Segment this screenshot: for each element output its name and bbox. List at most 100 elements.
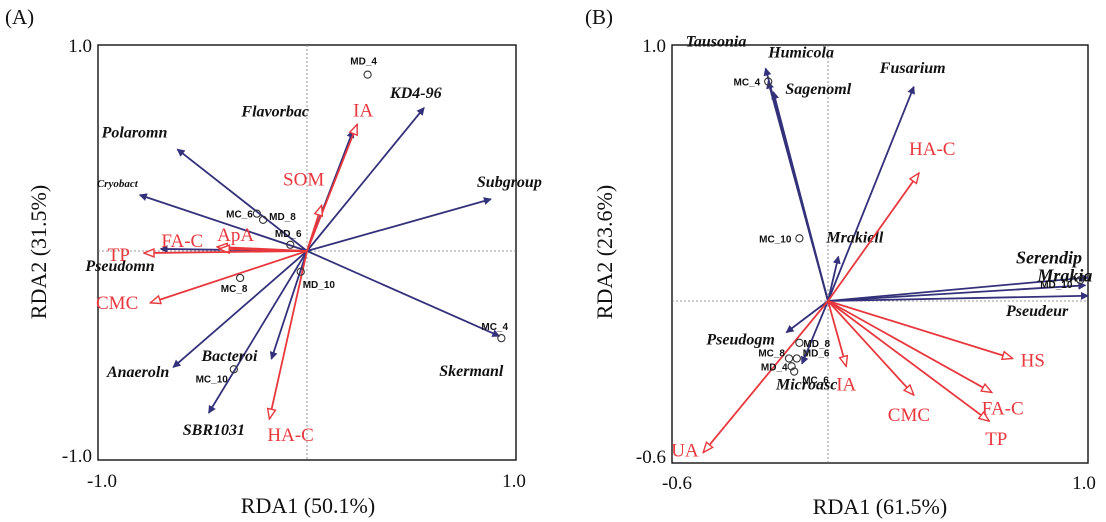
species-arrow <box>827 85 915 302</box>
panel-b-y-axis-title: RDA2 (23.6%) <box>592 185 617 319</box>
species-label: Microasc <box>775 377 837 394</box>
species-label: SBR1031 <box>183 422 245 439</box>
species-arrow <box>827 274 1089 302</box>
species-label: KD4-96 <box>389 85 442 102</box>
env-vector-label: TP <box>985 429 1007 450</box>
env-vector-label: IA <box>353 100 373 121</box>
env-vector-arrow <box>306 124 358 252</box>
species-label: Subgroup <box>477 174 542 191</box>
env-vector-label: SOM <box>283 169 324 190</box>
env-vector-arrow <box>827 300 914 395</box>
sample-label: MC_6 <box>226 210 253 221</box>
panel-b-marks: Tausonia Humicola Sagenoml Fusarium Mrakiell… <box>671 33 1092 463</box>
sample-label: MC_10 <box>196 374 229 385</box>
env-vector-arrow <box>269 250 308 419</box>
chart-marks: Polaromn Cryobact Pseudomn Anaeroln SBR1031 B… <box>84 33 1092 463</box>
species-arrow <box>785 300 829 334</box>
env-vector-arrow <box>827 300 989 421</box>
species-label: Anaeroln <box>106 364 169 381</box>
sample-label: MC_8 <box>221 284 248 295</box>
sample-point <box>252 209 261 218</box>
species-arrow <box>306 197 492 252</box>
sample-label: MC_4 <box>481 322 508 333</box>
env-vector-label: FA-C <box>982 398 1024 419</box>
panel-b-ytick-bottom: -0.6 <box>636 447 666 468</box>
env-vector-label: CMC <box>888 405 930 426</box>
env-vector-label: HA-C <box>909 139 955 160</box>
species-label: Skermanl <box>439 363 504 380</box>
panel-a-y-axis-title: RDA2 (31.5%) <box>26 185 51 319</box>
species-arrow <box>172 250 308 368</box>
panel-b-x-axis-title: RDA1 (61.5%) <box>813 494 947 519</box>
species-arrow <box>827 281 1087 302</box>
species-arrow <box>827 255 841 302</box>
sample-label: MD_8 <box>803 339 830 350</box>
species-arrow <box>827 291 1089 302</box>
species-label: Serendip <box>1016 247 1082 267</box>
species-label: Pseudogm <box>705 331 774 348</box>
panel-b-plot-area <box>671 44 1089 464</box>
sample-point <box>296 267 305 276</box>
panel-a-label: (A) <box>5 5 34 29</box>
species-arrow <box>208 250 308 414</box>
env-vector-label: FA-C <box>161 231 203 252</box>
species-label: Flavorbac <box>240 104 309 121</box>
panel-a-marks: Polaromn Cryobact Pseudomn Anaeroln SBR1031 B… <box>84 45 542 460</box>
panel-b-label: (B) <box>585 5 613 29</box>
sample-label: MC_4 <box>734 78 761 89</box>
panel-a-ytick-bottom: -1.0 <box>62 446 92 467</box>
sample-label: MC_10 <box>759 234 792 245</box>
env-vector-arrow <box>827 300 992 392</box>
panel-a: (A) 1.0 -1.0 -1.0 1.0 RDA1 (50.1%) RDA2 … <box>5 5 526 518</box>
sample-point <box>787 362 796 371</box>
species-label: Cryobact <box>97 178 139 190</box>
species-label: Mrakiell <box>825 230 883 247</box>
species-label: Tausonia <box>686 33 747 50</box>
sample-point <box>790 367 799 376</box>
sample-point <box>363 70 372 79</box>
sample-label: MC_6 <box>802 376 829 387</box>
sample-point <box>235 273 245 283</box>
panel-a-ytick-top: 1.0 <box>68 36 92 57</box>
env-vector-label: CMC <box>96 293 138 314</box>
species-arrow <box>771 91 829 302</box>
env-vector-arrow <box>144 251 308 253</box>
env-vector-label: ApA <box>217 225 254 246</box>
sample-label: MD_10 <box>303 280 336 291</box>
species-arrow <box>138 193 308 252</box>
panel-b-ytick-top: 1.0 <box>642 36 666 57</box>
env-vector-label: HA-C <box>267 425 313 446</box>
species-label: Pseudomn <box>84 258 154 275</box>
sample-point <box>795 234 804 243</box>
sample-point <box>764 77 773 86</box>
species-label: Mrakia <box>1036 265 1092 285</box>
species-arrow <box>176 148 308 252</box>
species-arrow <box>269 250 308 360</box>
species-label: Sagenoml <box>785 81 851 98</box>
species-arrow <box>306 250 501 337</box>
species-label: Humicola <box>767 45 834 62</box>
panel-a-xtick-left: -1.0 <box>87 471 117 492</box>
sample-label: MD_4 <box>350 57 377 68</box>
panel-a-xtick-right: 1.0 <box>502 471 526 492</box>
sample-label: MD_8 <box>269 212 296 223</box>
sample-label: MD_6 <box>275 229 302 240</box>
env-vector-arrow <box>306 205 322 252</box>
env-vector-arrow <box>150 250 308 303</box>
species-label: Pseudeur <box>1005 303 1069 320</box>
env-vector-label: UA <box>671 441 699 462</box>
sample-point <box>497 333 506 343</box>
species-arrow <box>306 107 425 252</box>
sample-label: MD_10 <box>1040 280 1073 291</box>
species-arrow <box>800 300 829 365</box>
sample-point <box>258 215 268 225</box>
species-label: Polaromn <box>101 124 168 141</box>
env-vector-label: IA <box>836 374 856 395</box>
species-label: Bacteroi <box>200 348 258 365</box>
panel-b: (B) 1.0 -0.6 -0.6 1.0 RDA1 (61.5%) RDA2 … <box>585 5 1096 519</box>
panel-b-xtick-right: 1.0 <box>1072 473 1096 494</box>
sample-point <box>229 365 238 374</box>
sample-label: MC_8 <box>758 348 785 359</box>
env-vector-label: HS <box>1021 350 1045 371</box>
